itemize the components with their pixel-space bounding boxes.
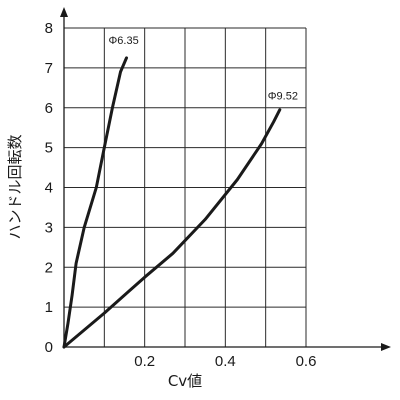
y-tick-label: 8 bbox=[45, 20, 53, 37]
x-tick-label: 0.4 bbox=[215, 353, 236, 370]
y-axis-title: ハンドル回転数 bbox=[6, 134, 24, 239]
series-group: Φ6.35 Φ9.52 bbox=[62, 35, 298, 349]
x-tick-label: 0.2 bbox=[134, 353, 155, 370]
x-axis-arrow bbox=[381, 343, 391, 351]
series-line bbox=[62, 56, 128, 349]
y-tick-label: 2 bbox=[45, 259, 53, 276]
series-label: Φ6.35 bbox=[109, 35, 139, 47]
x-axis-title: Cv値 bbox=[168, 372, 202, 390]
y-tick-label: 5 bbox=[45, 140, 53, 157]
x-tick-label: 0.6 bbox=[296, 353, 317, 370]
y-tick-label: 7 bbox=[45, 60, 53, 77]
grid bbox=[64, 27, 307, 347]
tick-labels: 0 1 2 3 4 5 6 7 8 0.2 0.4 0.6 bbox=[45, 20, 317, 370]
y-tick-label: 4 bbox=[45, 180, 53, 197]
y-tick-label: 6 bbox=[45, 100, 53, 117]
y-tick-label: 1 bbox=[45, 299, 53, 316]
series-label: Φ9.52 bbox=[268, 91, 298, 103]
axes bbox=[60, 7, 391, 351]
y-tick-label: 0 bbox=[45, 339, 53, 356]
series-line bbox=[62, 108, 282, 349]
y-axis-arrow bbox=[60, 7, 68, 17]
y-tick-label: 3 bbox=[45, 219, 53, 236]
